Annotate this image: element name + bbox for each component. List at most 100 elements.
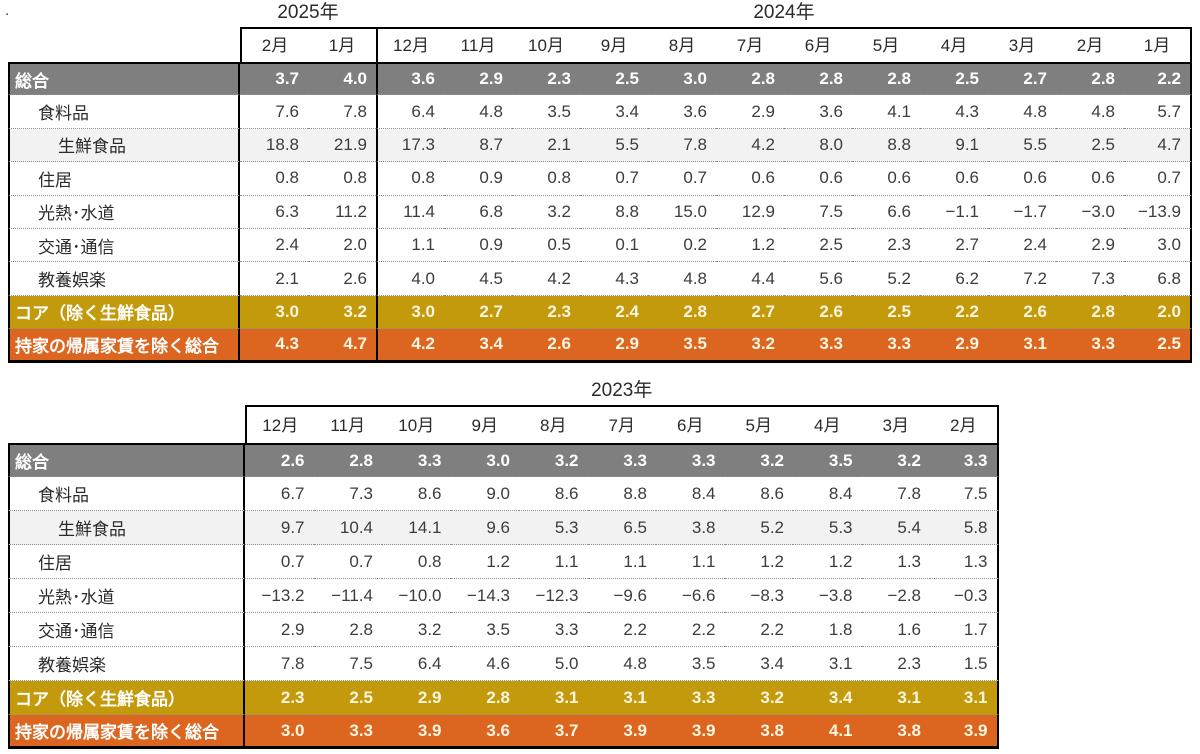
value-cell: 11.2 — [308, 195, 376, 229]
value-cell: 5.4 — [861, 511, 930, 545]
value-cell: 0.8 — [308, 162, 376, 196]
year-labels: 2023年 — [8, 380, 999, 405]
value-cell: 4.5 — [444, 262, 512, 296]
month-header: 2月 — [240, 27, 308, 62]
month-header: 12月 — [376, 27, 444, 62]
value-cell: 0.8 — [240, 162, 308, 196]
value-cell: −0.3 — [930, 579, 999, 613]
value-cell: 2.4 — [580, 295, 648, 330]
value-cell: 5.2 — [724, 511, 793, 545]
value-cell: −2.8 — [861, 579, 930, 613]
month-header: 1月 — [1124, 27, 1192, 62]
year-label: 2023年 — [591, 380, 653, 401]
value-cell: 5.5 — [580, 128, 648, 163]
value-cell: 3.9 — [656, 715, 725, 749]
value-cell: 3.1 — [519, 681, 588, 715]
value-cell: 14.1 — [382, 511, 451, 545]
value-cell: 3.6 — [450, 715, 519, 749]
value-cell: 0.9 — [444, 162, 512, 196]
value-cell: 6.4 — [382, 647, 451, 681]
value-cell: 3.6 — [376, 62, 444, 96]
value-cell: −9.6 — [587, 579, 656, 613]
month-header: 2月 — [1056, 27, 1124, 62]
value-cell: 2.5 — [1124, 329, 1192, 363]
value-cell: 7.2 — [988, 262, 1056, 296]
value-cell: −14.3 — [450, 579, 519, 613]
year-labels: 2025年 2024年 — [8, 2, 1192, 27]
value-cell: 0.8 — [512, 162, 580, 196]
value-cell: 2.2 — [724, 613, 793, 647]
value-cell: 7.8 — [308, 95, 376, 129]
value-cell: 0.9 — [444, 228, 512, 263]
value-cell: 2.5 — [313, 681, 382, 715]
value-cell: 2.4 — [988, 228, 1056, 263]
value-cell: 6.2 — [920, 262, 988, 296]
month-header: 12月 — [245, 405, 314, 443]
value-cell: 2.3 — [852, 228, 920, 263]
value-cell: 8.6 — [519, 477, 588, 511]
cpi-table-2023: 2023年 12月 11月 10月 9月 8月 7月 6月 5月 4月 3月 2月 総合 2.6 2.8 3… — [8, 380, 999, 749]
row-label: 総合 — [8, 443, 245, 477]
row-label: 住居 — [8, 162, 240, 196]
value-cell: 6.3 — [240, 195, 308, 229]
value-cell: 0.7 — [580, 162, 648, 196]
value-cell: 3.2 — [724, 681, 793, 715]
value-cell: 2.2 — [920, 295, 988, 330]
value-cell: 3.3 — [656, 443, 725, 477]
value-cell: 12.9 — [716, 195, 784, 229]
header-corner — [8, 27, 240, 62]
value-cell: 3.0 — [376, 295, 444, 330]
value-cell: 2.3 — [512, 62, 580, 96]
value-cell: 7.5 — [930, 477, 999, 511]
value-cell: 1.2 — [724, 545, 793, 579]
table-grid: 2月 1月 12月 11月 10月 9月 8月 7月 6月 5月 4月 3月 2月 1月 総合 3.7 4.0 3… — [8, 27, 1192, 363]
value-cell: 3.2 — [716, 329, 784, 363]
value-cell: 4.3 — [920, 95, 988, 129]
value-cell: 0.6 — [988, 162, 1056, 196]
value-cell: 0.6 — [920, 162, 988, 196]
value-cell: −3.0 — [1056, 195, 1124, 229]
value-cell: 3.8 — [861, 715, 930, 749]
value-cell: 2.9 — [444, 62, 512, 96]
value-cell: 1.2 — [716, 228, 784, 263]
row-label: 持家の帰属家賃を除く総合 — [8, 715, 245, 749]
row-label: 教養娯楽 — [8, 647, 245, 681]
month-header: 10月 — [382, 405, 451, 443]
value-cell: 7.5 — [313, 647, 382, 681]
value-cell: 2.5 — [784, 228, 852, 263]
value-cell: 6.6 — [852, 195, 920, 229]
value-cell: 2.0 — [308, 228, 376, 263]
value-cell: 2.2 — [587, 613, 656, 647]
value-cell: 6.8 — [1124, 262, 1192, 296]
value-cell: 2.5 — [1056, 128, 1124, 163]
value-cell: 21.9 — [308, 128, 376, 163]
year-label: 2025年 — [277, 2, 339, 23]
row-label: コア（除く生鮮食品） — [8, 295, 240, 330]
value-cell: 4.7 — [1124, 128, 1192, 163]
value-cell: 3.4 — [580, 95, 648, 129]
value-cell: 5.2 — [852, 262, 920, 296]
value-cell: 3.9 — [587, 715, 656, 749]
value-cell: 1.2 — [450, 545, 519, 579]
month-header: 6月 — [656, 405, 725, 443]
month-header: 1月 — [308, 27, 376, 62]
value-cell: 2.5 — [580, 62, 648, 96]
row-label: 光熱･水道 — [8, 195, 240, 229]
month-header: 9月 — [450, 405, 519, 443]
row-label: 総合 — [8, 62, 240, 96]
value-cell: 3.5 — [648, 329, 716, 363]
value-cell: 0.8 — [376, 162, 444, 196]
value-cell: 0.7 — [1124, 162, 1192, 196]
value-cell: 0.6 — [852, 162, 920, 196]
value-cell: 2.9 — [716, 95, 784, 129]
value-cell: 3.0 — [648, 62, 716, 96]
value-cell: 2.9 — [1056, 228, 1124, 263]
value-cell: 4.8 — [1056, 95, 1124, 129]
value-cell: 3.7 — [240, 62, 308, 96]
value-cell: 8.8 — [580, 195, 648, 229]
value-cell: 1.6 — [861, 613, 930, 647]
value-cell: 2.9 — [920, 329, 988, 363]
value-cell: 4.6 — [450, 647, 519, 681]
value-cell: −3.8 — [793, 579, 862, 613]
value-cell: 3.0 — [240, 295, 308, 330]
